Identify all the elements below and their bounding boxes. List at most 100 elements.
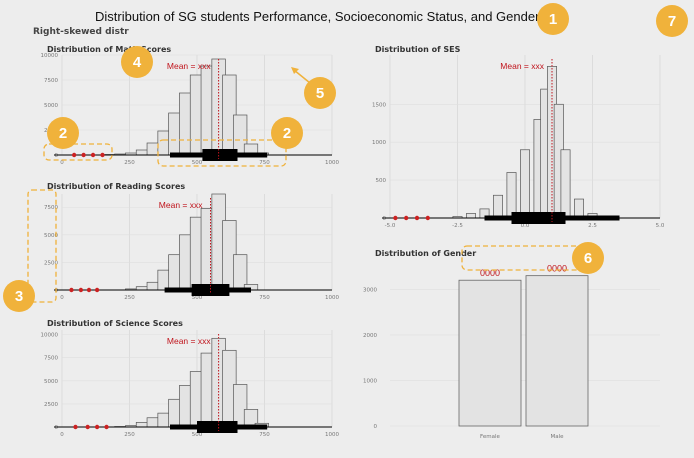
annotation-badge-1: 1	[537, 3, 569, 35]
y-tick-label: 10000	[41, 53, 59, 59]
y-tick-label: 5000	[44, 233, 58, 239]
gender-bar	[458, 279, 522, 427]
outlier-point	[414, 215, 420, 221]
outlier-point	[393, 215, 398, 221]
annotation-badge-6: 6	[572, 242, 604, 274]
page-title: Distribution of SG students Performance,…	[95, 9, 540, 24]
mean-label: Mean = xxx	[167, 61, 211, 71]
annotation-badge-2a: 2	[47, 117, 79, 149]
annotation-badge-7: 7	[656, 5, 688, 37]
y-tick-label: 7500	[44, 356, 58, 362]
x-tick-label: 0.0	[521, 223, 530, 229]
x-tick-label: 0	[60, 432, 64, 438]
y-tick-label: 2000	[363, 333, 377, 339]
histogram-bar	[493, 194, 503, 219]
y-tick-label: 10000	[41, 333, 59, 339]
x-tick-label: -2.5	[452, 223, 463, 229]
x-tick-label: 750	[259, 160, 270, 166]
outlier-point	[104, 424, 109, 430]
y-tick-label: 0	[55, 425, 59, 431]
y-tick-label: 5000	[44, 103, 58, 109]
y-tick-label: 2500	[44, 402, 58, 408]
x-tick-label: 500	[192, 295, 203, 301]
y-tick-label: 7500	[44, 205, 58, 211]
histogram-bar	[466, 213, 476, 219]
outlier-point	[69, 287, 74, 293]
outlier-point	[94, 424, 100, 430]
mean-label: Mean = xxx	[159, 200, 203, 210]
x-tick-label: 1000	[325, 295, 339, 301]
ses-chart-title: Distribution of SES	[375, 45, 461, 54]
y-tick-label: 1000	[363, 378, 377, 384]
x-tick-label: 1000	[325, 432, 339, 438]
x-tick-label: 5.0	[656, 223, 665, 229]
outlier-point	[78, 287, 84, 293]
y-tick-label: 0	[383, 216, 387, 222]
histogram-bar	[520, 149, 530, 219]
annotation-badge-5: 5	[304, 77, 336, 109]
outlier-point	[425, 215, 430, 221]
outlier-point	[90, 152, 96, 158]
gender-chart: 0 1000 2000 3000 Female 0000 Male 0000	[363, 264, 660, 440]
x-tick-label: 750	[259, 432, 270, 438]
x-tick-label: 500	[192, 432, 203, 438]
mean-label: Mean = xxx	[167, 336, 211, 346]
y-tick-label: 1500	[372, 102, 386, 108]
y-tick-label: 0	[374, 424, 378, 430]
data-label: 0000	[480, 268, 500, 278]
outlier-point	[71, 152, 77, 158]
outlier-point	[73, 424, 78, 430]
boxplot-box	[197, 421, 238, 433]
x-tick-label: 250	[124, 160, 135, 166]
outlier-point	[404, 215, 409, 221]
boxplot-box	[511, 212, 566, 224]
histogram-bar	[506, 172, 517, 219]
x-tick-label: 750	[259, 295, 270, 301]
reading-chart-title: Distribution of Reading Scores	[47, 182, 185, 191]
annotation-badge-4: 4	[121, 46, 153, 78]
annotation-arrow-head	[291, 67, 299, 74]
y-tick-label: 2500	[44, 260, 58, 266]
outlier-point	[100, 152, 105, 158]
x-tick-label: 1000	[325, 160, 339, 166]
mean-label: Mean = xxx	[500, 61, 544, 71]
boxplot-box	[191, 284, 230, 296]
y-tick-label: 0	[55, 153, 59, 159]
outlier-point	[94, 287, 100, 293]
x-tick-label: 2.5	[588, 223, 597, 229]
annotation-badge-3: 3	[3, 280, 35, 312]
x-tick-label: 500	[192, 160, 203, 166]
x-tick-label: 0	[60, 160, 64, 166]
overlay-note: Right-skewed distr	[33, 27, 129, 37]
y-tick-label: 1000	[372, 140, 386, 146]
ses-chart: -5.0 -2.5 0.0 2.5 5.0 0 500 1000 1500 Mean = xxx	[372, 55, 665, 229]
y-tick-label: 5000	[44, 379, 58, 385]
annotation-arrow	[293, 69, 311, 84]
y-axis-highlight-box	[27, 189, 57, 303]
outlier-point	[85, 424, 90, 430]
gender-chart-title: Distribution of Gender	[375, 249, 476, 258]
x-tick-label: 0	[60, 295, 64, 301]
outlier-highlight-box	[43, 143, 113, 161]
data-label-highlight-box	[461, 245, 593, 271]
histogram-bar	[574, 198, 584, 219]
x-tick-label: Male	[550, 434, 564, 440]
math-chart-title: Distribution of Math Scores	[47, 45, 171, 54]
outlier-point	[81, 152, 86, 158]
y-tick-label: 7500	[44, 78, 58, 84]
annotation-badge-2b: 2	[271, 117, 303, 149]
boxplot-highlight-box	[157, 139, 287, 167]
outlier-point	[86, 287, 92, 293]
y-tick-label: 3000	[363, 287, 377, 293]
gender-bar	[525, 275, 589, 427]
x-tick-label: -5.0	[385, 223, 396, 229]
boxplot-box	[202, 149, 238, 161]
science-chart-title: Distribution of Science Scores	[47, 319, 183, 328]
x-tick-label: Female	[480, 434, 501, 440]
y-tick-label: 500	[376, 178, 387, 184]
histogram-bar	[560, 149, 571, 219]
x-tick-label: 250	[124, 295, 135, 301]
